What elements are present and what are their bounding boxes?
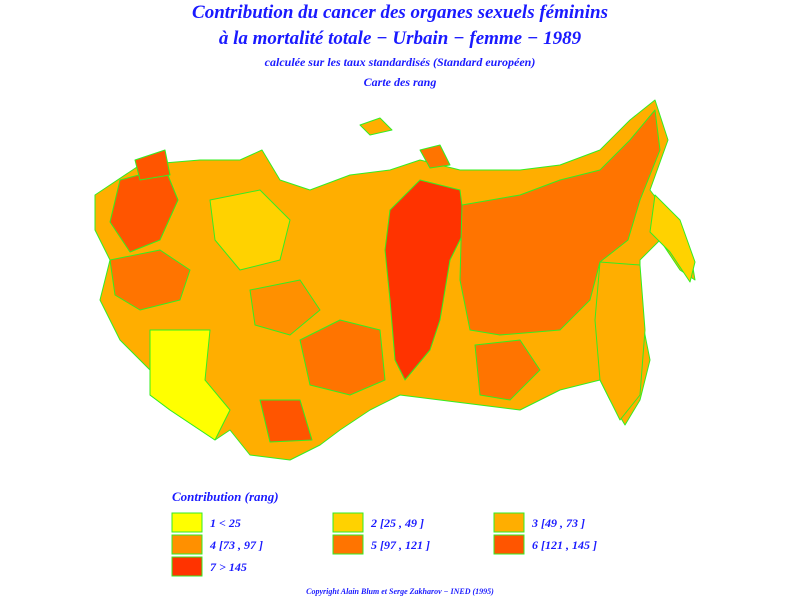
legend-swatch [332,512,364,533]
region [459,109,661,336]
legend-label: 3 [49 , 73 ] [531,516,585,530]
region [419,144,451,169]
legend-label: 6 [121 , 145 ] [532,538,597,552]
legend-swatch [171,534,203,555]
legend-swatch [332,534,364,555]
region [134,149,171,181]
map-caption: Carte des rang [364,75,437,89]
legend-label: 7 > 145 [210,560,247,574]
region [359,117,393,136]
title: Contribution du cancer des organes sexue… [192,2,608,23]
region [474,339,541,401]
legend-swatch [171,556,203,577]
region [249,279,321,336]
legend-label: 2 [25 , 49 ] [370,516,424,530]
legend-label: 1 < 25 [210,516,241,530]
subtitle: calculée sur les taux standardisés (Stan… [265,55,536,69]
legend-label: 5 [97 , 121 ] [371,538,430,552]
region [594,261,646,421]
copyright: Copyright Alain Blum et Serge Zakharov −… [306,587,494,596]
region [259,399,313,443]
legend-swatch [493,534,525,555]
legend: 1 < 25 2 [25 , 49 ] 3 [49 , 73 ] 4 [73 , 97… [171,512,597,577]
region [649,194,696,283]
title: à la mortalité totale − Urbain − femme −… [219,28,582,49]
legend-swatch [493,512,525,533]
region [109,249,191,311]
region [299,319,386,396]
legend-label: 4 [73 , 97 ] [209,538,263,552]
legend-title: Contribution (rang) [172,489,279,504]
legend-swatch [171,512,203,533]
region [149,329,231,441]
map [94,99,696,461]
region [209,189,291,271]
region [384,179,466,381]
